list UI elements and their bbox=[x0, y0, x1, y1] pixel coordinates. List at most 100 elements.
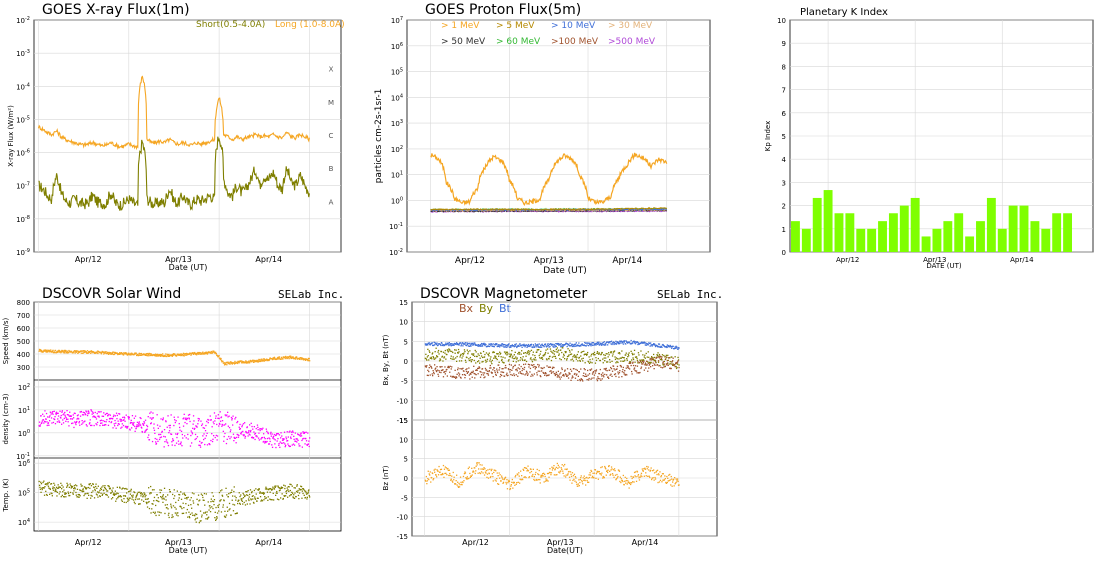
solarwind-point bbox=[189, 499, 191, 501]
magnetometer-point bbox=[572, 344, 574, 346]
magnetometer-point bbox=[463, 342, 465, 344]
magnetometer-point bbox=[640, 366, 643, 368]
solarwind-point bbox=[45, 493, 48, 496]
solarwind-point bbox=[209, 507, 211, 509]
solarwind-point bbox=[180, 430, 183, 432]
solarwind-point bbox=[151, 418, 153, 420]
magnetometer-point bbox=[470, 359, 472, 361]
solarwind-point bbox=[89, 419, 91, 421]
magnetometer-point bbox=[444, 352, 446, 354]
solarwind-point bbox=[38, 480, 40, 483]
solarwind-point bbox=[41, 488, 43, 491]
solarwind-point bbox=[88, 412, 90, 414]
magnetometer-point bbox=[475, 470, 477, 472]
magnetometer-point bbox=[670, 484, 672, 486]
magnetometer-point bbox=[537, 343, 539, 346]
magnetometer-point bbox=[527, 373, 529, 375]
magnetometer-point bbox=[432, 352, 434, 354]
magnetometer-point bbox=[548, 476, 550, 478]
solarwind-point bbox=[184, 493, 186, 496]
solarwind-point bbox=[144, 431, 146, 433]
magnetometer-point bbox=[547, 480, 549, 482]
solarwind-point bbox=[245, 431, 247, 433]
solarwind-point bbox=[279, 441, 281, 443]
magnetometer-point bbox=[589, 369, 592, 371]
solarwind-point bbox=[231, 419, 233, 421]
solarwind-point bbox=[77, 417, 79, 419]
solarwind-point bbox=[86, 352, 88, 354]
magnetometer-point bbox=[544, 343, 547, 345]
solarwind-point bbox=[260, 428, 262, 430]
magnetometer-point bbox=[657, 343, 660, 345]
solarwind-point bbox=[300, 432, 302, 434]
solarwind-point bbox=[106, 419, 108, 421]
magnetometer-point bbox=[563, 354, 565, 357]
magnetometer-point bbox=[457, 486, 460, 488]
solarwind-point bbox=[109, 414, 111, 416]
solarwind-point bbox=[178, 423, 180, 425]
magnetometer-point bbox=[624, 480, 626, 482]
magnetometer-point bbox=[490, 367, 492, 369]
magnetometer-point bbox=[427, 470, 429, 472]
solarwind-point bbox=[160, 489, 163, 491]
magnetometer-point bbox=[564, 468, 566, 470]
solarwind-point bbox=[176, 433, 178, 436]
magnetometer-point bbox=[672, 481, 674, 483]
solarwind-point bbox=[118, 353, 120, 355]
solarwind-point bbox=[146, 428, 148, 430]
magnetometer-point bbox=[545, 345, 547, 347]
magnetometer-point bbox=[603, 344, 605, 346]
solarwind-point bbox=[124, 352, 127, 354]
solarwind-point bbox=[302, 488, 305, 490]
magnetometer-point bbox=[591, 377, 593, 379]
solarwind-point bbox=[62, 491, 64, 493]
magnetometer-point bbox=[504, 367, 506, 369]
solarwind-point bbox=[57, 351, 59, 353]
solarwind-point bbox=[45, 350, 48, 352]
magnetometer-point bbox=[674, 356, 676, 358]
magnetometer-point bbox=[515, 343, 517, 345]
solarwind-point bbox=[93, 486, 95, 489]
magnetometer-point bbox=[589, 472, 591, 474]
solarwind-point bbox=[176, 436, 178, 439]
magnetometer-point bbox=[499, 353, 501, 355]
magnetometer-point bbox=[554, 468, 556, 470]
solarwind-point bbox=[286, 490, 288, 492]
magnetometer-point bbox=[439, 359, 442, 361]
solarwind-point bbox=[283, 495, 286, 497]
solarwind-point bbox=[57, 412, 59, 414]
solarwind-point bbox=[291, 444, 293, 446]
solarwind-point bbox=[251, 436, 253, 439]
solarwind-point bbox=[276, 357, 278, 360]
magnetometer-point bbox=[571, 343, 573, 345]
solarwind-point bbox=[102, 415, 105, 417]
solarwind-point bbox=[49, 351, 51, 353]
magnetometer-point bbox=[502, 343, 505, 346]
solarwind-point bbox=[241, 362, 243, 364]
solarwind-point bbox=[157, 354, 159, 356]
magnetometer-point bbox=[504, 476, 507, 478]
solarwind-point bbox=[254, 433, 256, 435]
magnetometer-point bbox=[500, 371, 502, 373]
magnetometer-point bbox=[470, 475, 472, 477]
magnetometer-point bbox=[649, 342, 651, 345]
solarwind-point bbox=[149, 353, 151, 355]
solarwind-point bbox=[66, 414, 69, 416]
magnetometer-point bbox=[555, 371, 557, 373]
solarwind-point bbox=[216, 439, 218, 441]
solarwind-point bbox=[271, 358, 273, 360]
magnetometer-point bbox=[605, 369, 607, 371]
magnetometer-point bbox=[558, 375, 560, 377]
solarwind-point bbox=[81, 423, 83, 425]
solarwind-point bbox=[309, 496, 311, 498]
proton-legend: > 1 MeV > 5 MeV > 10 MeV > 30 MeV> 50 MeV > … bbox=[441, 21, 656, 47]
magnetometer-point bbox=[553, 344, 555, 346]
solarwind-point bbox=[199, 352, 201, 354]
solarwind-point bbox=[48, 416, 50, 418]
magnetometer-point bbox=[446, 349, 448, 351]
solarwind-point bbox=[64, 416, 67, 418]
solarwind-point bbox=[79, 489, 82, 492]
magnetometer-point bbox=[573, 473, 576, 475]
magnetometer-y-tick-label: 0 bbox=[404, 358, 408, 366]
solarwind-point bbox=[81, 420, 83, 422]
